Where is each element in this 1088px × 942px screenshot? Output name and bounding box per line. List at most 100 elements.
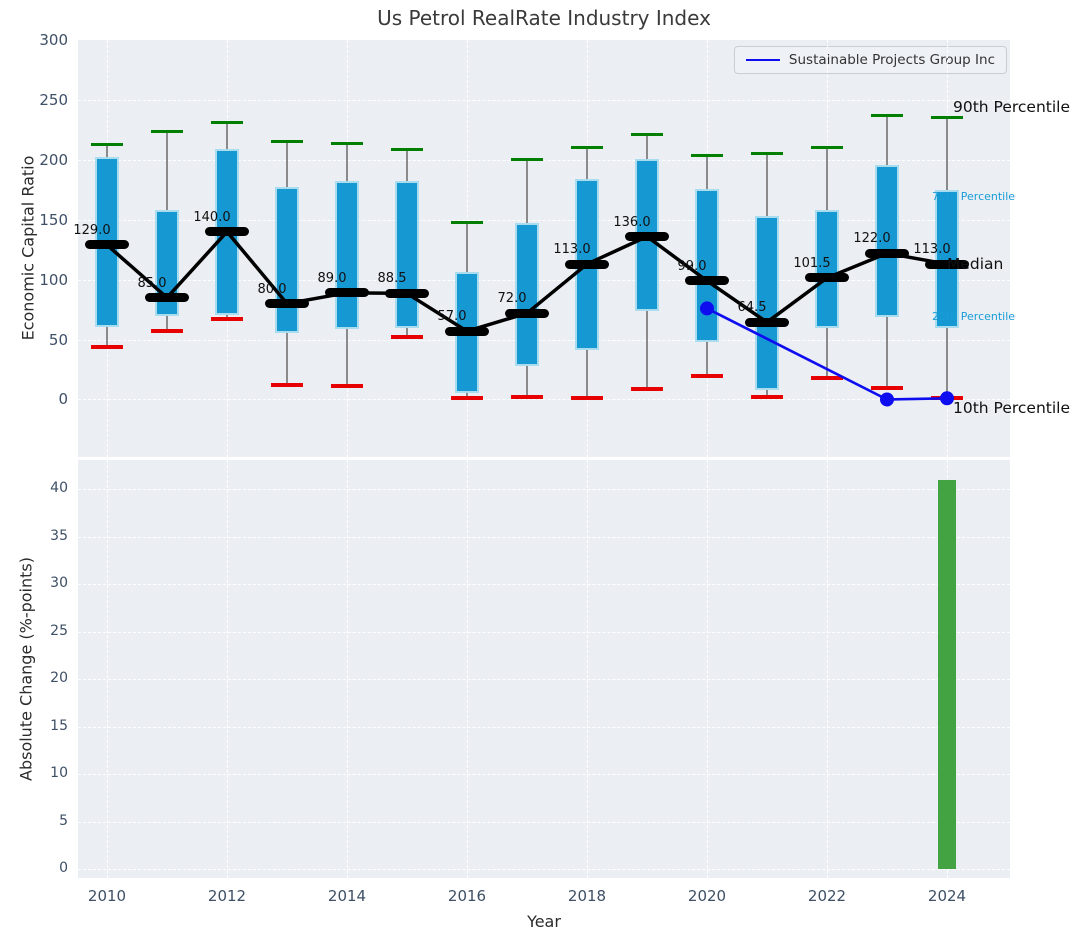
bottom-plot-area	[78, 460, 1010, 878]
company-point-2023	[880, 392, 894, 407]
p10-cap-2012	[211, 317, 243, 322]
p10-cap-2022	[811, 375, 843, 380]
x-axis-label: Year	[527, 912, 561, 931]
company-line-svg	[700, 301, 954, 407]
p10-cap-2014	[331, 384, 363, 389]
median-marker-2023	[865, 248, 909, 258]
median-value-label-2016: 57.0	[437, 309, 467, 325]
bottom-ytick-35: 35	[50, 527, 68, 544]
xtick-2010: 2010	[87, 887, 127, 905]
median-marker-2014	[325, 288, 369, 298]
top-ytick-100: 100	[39, 270, 68, 289]
p90-cap-2023	[871, 113, 903, 117]
median-value-label-2012: 140.0	[193, 209, 231, 225]
annotation-75th-percentile: 75th Percentile	[932, 190, 1016, 203]
p90-cap-2021	[751, 152, 783, 156]
p90-cap-2016	[451, 220, 483, 224]
bottom-ytick-40: 40	[50, 480, 68, 497]
median-marker-2019	[625, 232, 669, 242]
median-marker-2022	[805, 273, 849, 283]
median-marker-2011	[145, 293, 189, 303]
gridline-horizontal	[78, 339, 1010, 341]
xtick-2018: 2018	[567, 887, 607, 905]
gridline-vertical	[227, 460, 228, 878]
annotation-median: Median	[947, 255, 1004, 273]
median-value-label-2019: 136.0	[613, 214, 651, 230]
top-y-axis-label: Economic Capital Ratio	[18, 155, 38, 341]
chart-title: Us Petrol RealRate Industry Index	[377, 6, 711, 30]
gridline-horizontal	[78, 584, 1010, 586]
iqr-box-2017	[515, 223, 539, 367]
gridline-horizontal	[78, 679, 1010, 681]
gridline-horizontal	[78, 489, 1010, 491]
p90-cap-2024	[931, 116, 963, 120]
p10-cap-2010	[91, 344, 123, 349]
top-ytick-250: 250	[39, 90, 68, 109]
gridline-vertical	[107, 460, 108, 878]
top-ytick-300: 300	[39, 31, 68, 49]
iqr-box-2014	[335, 181, 359, 330]
bottom-ytick-30: 30	[50, 575, 68, 592]
p90-cap-2017	[511, 158, 543, 162]
p10-cap-2021	[751, 395, 783, 400]
legend-line-sample	[745, 59, 780, 61]
legend-label: Sustainable Projects Group Inc	[788, 52, 995, 68]
p10-cap-2015	[391, 335, 423, 340]
median-marker-2024	[925, 259, 969, 269]
median-value-label-2010: 129.0	[73, 222, 111, 238]
iqr-box-2013	[275, 187, 299, 333]
median-value-label-2022: 101.5	[793, 255, 831, 271]
median-marker-2012	[205, 227, 249, 237]
iqr-box-2020	[695, 188, 719, 343]
gridline-horizontal	[78, 631, 1010, 633]
p10-cap-2020	[691, 373, 723, 378]
p90-cap-2013	[271, 140, 303, 144]
company-point-2020	[700, 301, 714, 316]
top-ytick-150: 150	[39, 210, 68, 229]
top-plot-area: Sustainable Projects Group Inc 129.0 85.0…	[73, 40, 1010, 457]
xtick-2016: 2016	[447, 887, 487, 905]
p90-cap-2010	[91, 142, 123, 146]
company-point-2024	[940, 391, 954, 406]
annotation-10th-percentile: 10th Percentile	[953, 399, 1071, 417]
p90-cap-2011	[151, 129, 183, 133]
median-marker-2015	[385, 288, 429, 298]
median-value-label-2014: 89.0	[317, 270, 347, 286]
iqr-box-2024	[935, 189, 959, 328]
p10-cap-2013	[271, 383, 303, 388]
gridline-vertical	[347, 460, 348, 878]
gridline-horizontal	[78, 774, 1010, 776]
xtick-2022: 2022	[807, 887, 847, 905]
gridline-horizontal	[78, 821, 1010, 823]
annotation-25th-percentile: 25th Percentile	[932, 310, 1016, 323]
bottom-ytick-0: 0	[59, 860, 68, 877]
median-marker-2010	[85, 240, 129, 250]
xtick-2024: 2024	[927, 887, 967, 905]
iqr-box-2021	[755, 216, 779, 391]
median-value-label-2024: 113.0	[913, 242, 951, 258]
xtick-2020: 2020	[687, 887, 727, 905]
iqr-box-2022	[815, 210, 839, 328]
median-value-label-2017: 72.0	[497, 291, 527, 307]
company-line	[706, 307, 948, 401]
iqr-box-2015	[395, 181, 419, 328]
annotation-90th-percentile: 90th Percentile	[953, 98, 1071, 116]
xtick-2012: 2012	[207, 887, 247, 905]
p10-cap-2019	[631, 386, 663, 391]
median-marker-2020	[685, 276, 729, 286]
gridline-vertical	[467, 460, 468, 878]
bottom-ytick-15: 15	[50, 717, 68, 734]
bottom-ytick-20: 20	[50, 670, 68, 687]
gridline-vertical	[587, 460, 588, 878]
xtick-2014: 2014	[327, 887, 367, 905]
p90-cap-2012	[211, 121, 243, 125]
median-value-label-2013: 80.0	[257, 281, 287, 297]
gridline-horizontal	[78, 536, 1010, 538]
top-ytick-200: 200	[39, 150, 68, 169]
p90-cap-2022	[811, 146, 843, 150]
p10-cap-2018	[571, 396, 603, 401]
median-value-label-2020: 99.0	[677, 258, 707, 274]
gridline-horizontal	[78, 279, 1010, 281]
median-marker-2016	[445, 326, 489, 336]
